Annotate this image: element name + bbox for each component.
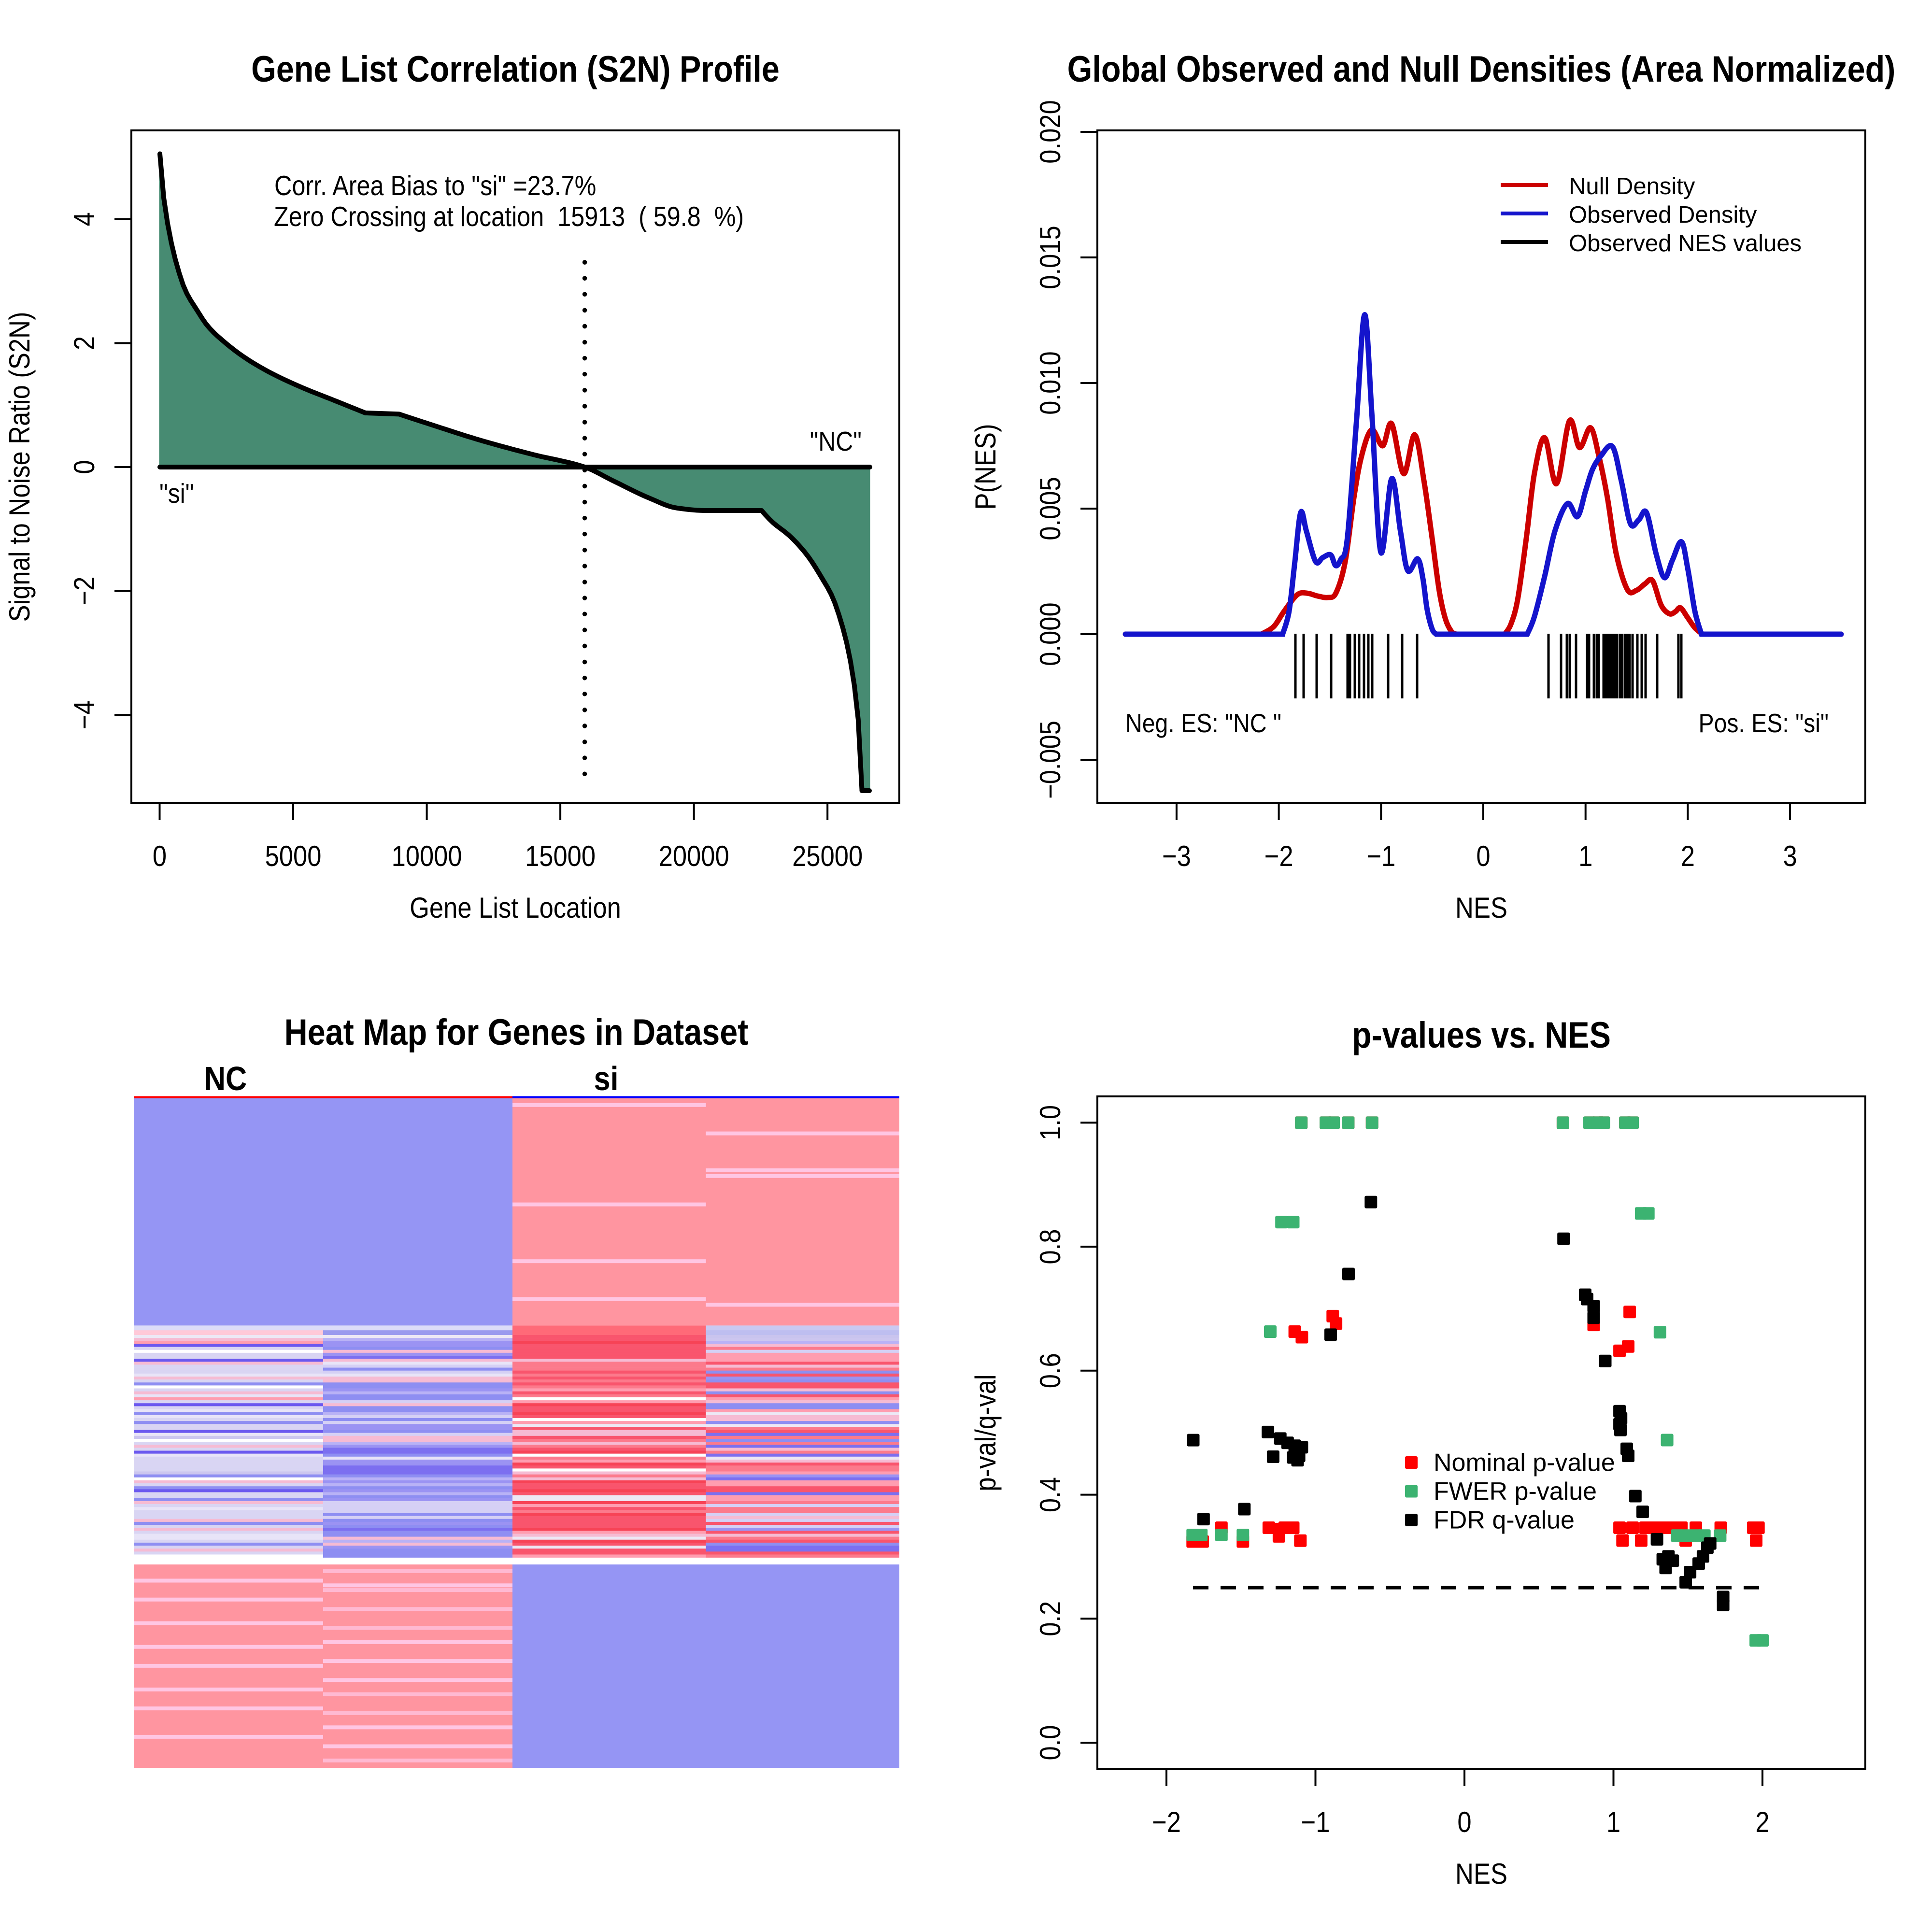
svg-text:FWER p-value: FWER p-value xyxy=(1434,1477,1597,1506)
svg-text:1: 1 xyxy=(1578,840,1592,872)
svg-text:1: 1 xyxy=(1606,1806,1620,1838)
svg-text:Pos. ES: "si": Pos. ES: "si" xyxy=(1699,708,1829,738)
svg-text:0: 0 xyxy=(153,840,167,872)
svg-text:−2: −2 xyxy=(68,577,100,606)
svg-text:20000: 20000 xyxy=(659,840,729,872)
svg-text:2: 2 xyxy=(1755,1806,1769,1838)
svg-text:0.010: 0.010 xyxy=(1034,351,1066,414)
svg-text:si: si xyxy=(594,1060,618,1097)
svg-text:P(NES): P(NES) xyxy=(969,424,1002,510)
svg-text:NC: NC xyxy=(204,1060,247,1097)
svg-text:−1: −1 xyxy=(1301,1806,1330,1838)
svg-text:25000: 25000 xyxy=(792,840,863,872)
svg-text:2: 2 xyxy=(68,336,100,350)
svg-text:Neg. ES: "NC ": Neg. ES: "NC " xyxy=(1125,708,1281,738)
svg-text:Heat Map for Genes in Dataset: Heat Map for Genes in Dataset xyxy=(284,1012,749,1053)
svg-text:−2: −2 xyxy=(1264,840,1293,872)
svg-text:Gene List Correlation (S2N) Pr: Gene List Correlation (S2N) Profile xyxy=(251,49,780,90)
svg-text:−2: −2 xyxy=(1152,1806,1181,1838)
svg-text:2: 2 xyxy=(1681,840,1695,872)
svg-text:−4: −4 xyxy=(68,700,100,729)
svg-text:0.015: 0.015 xyxy=(1034,226,1066,289)
svg-text:p-values vs. NES: p-values vs. NES xyxy=(1352,1015,1611,1056)
svg-text:Corr. Area Bias to "si" =23.7%: Corr. Area Bias to "si" =23.7% xyxy=(274,170,596,201)
svg-text:"si": "si" xyxy=(159,478,194,509)
svg-text:Nominal p-value: Nominal p-value xyxy=(1434,1449,1615,1477)
svg-text:0.6: 0.6 xyxy=(1034,1353,1066,1388)
svg-text:Global Observed and Null Densi: Global Observed and Null Densities (Area… xyxy=(1067,49,1896,90)
svg-text:5000: 5000 xyxy=(265,840,322,872)
svg-text:Zero Crossing at location 159: Zero Crossing at location 15913 ( 59.8 %… xyxy=(274,201,744,232)
svg-text:p-val/q-val: p-val/q-val xyxy=(969,1374,1002,1491)
svg-text:0: 0 xyxy=(68,460,100,474)
svg-text:−3: −3 xyxy=(1162,840,1191,872)
svg-text:1.0: 1.0 xyxy=(1034,1105,1066,1140)
svg-text:10000: 10000 xyxy=(392,840,462,872)
svg-text:NES: NES xyxy=(1455,892,1507,924)
svg-text:3: 3 xyxy=(1783,840,1797,872)
svg-text:Null Density: Null Density xyxy=(1569,173,1695,199)
svg-text:0.005: 0.005 xyxy=(1034,477,1066,540)
svg-text:0.020: 0.020 xyxy=(1034,100,1066,163)
svg-text:FDR q-value: FDR q-value xyxy=(1434,1506,1575,1534)
svg-text:Gene List Location: Gene List Location xyxy=(410,892,621,924)
svg-text:0.8: 0.8 xyxy=(1034,1229,1066,1264)
svg-text:4: 4 xyxy=(68,212,100,226)
svg-text:Observed Density: Observed Density xyxy=(1569,202,1757,228)
svg-text:NES: NES xyxy=(1455,1858,1507,1890)
svg-text:0: 0 xyxy=(1476,840,1490,872)
svg-text:0: 0 xyxy=(1457,1806,1471,1838)
svg-text:0.0: 0.0 xyxy=(1034,1725,1066,1761)
svg-text:0.000: 0.000 xyxy=(1034,602,1066,666)
svg-text:Signal to Noise Ratio (S2N): Signal to Noise Ratio (S2N) xyxy=(3,312,36,622)
svg-text:0.4: 0.4 xyxy=(1034,1477,1066,1512)
svg-text:−0.005: −0.005 xyxy=(1034,721,1066,799)
svg-text:15000: 15000 xyxy=(525,840,596,872)
svg-text:"NC": "NC" xyxy=(810,426,862,457)
svg-text:Observed NES values: Observed NES values xyxy=(1569,230,1802,256)
svg-text:−1: −1 xyxy=(1366,840,1395,872)
svg-text:0.2: 0.2 xyxy=(1034,1601,1066,1636)
